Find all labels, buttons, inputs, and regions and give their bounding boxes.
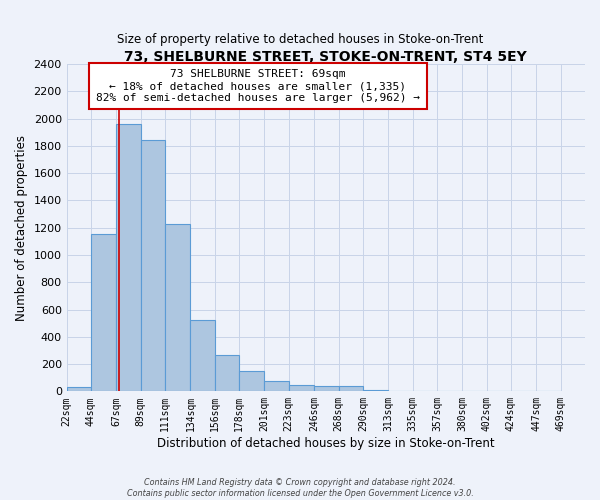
- Bar: [289, 384, 314, 392]
- Bar: [338, 386, 363, 392]
- Bar: [91, 234, 116, 392]
- Bar: [215, 355, 239, 392]
- Y-axis label: Number of detached properties: Number of detached properties: [15, 134, 28, 320]
- Text: 73 SHELBURNE STREET: 69sqm
← 18% of detached houses are smaller (1,335)
82% of s: 73 SHELBURNE STREET: 69sqm ← 18% of deta…: [96, 70, 420, 102]
- Bar: [265, 380, 289, 392]
- Text: Size of property relative to detached houses in Stoke-on-Trent: Size of property relative to detached ho…: [117, 32, 483, 46]
- Bar: [67, 387, 91, 392]
- Bar: [190, 320, 215, 392]
- Bar: [363, 390, 388, 392]
- Text: Contains HM Land Registry data © Crown copyright and database right 2024.
Contai: Contains HM Land Registry data © Crown c…: [127, 478, 473, 498]
- Bar: [314, 386, 338, 392]
- Bar: [388, 390, 413, 392]
- Title: 73, SHELBURNE STREET, STOKE-ON-TRENT, ST4 5EY: 73, SHELBURNE STREET, STOKE-ON-TRENT, ST…: [124, 50, 527, 64]
- X-axis label: Distribution of detached houses by size in Stoke-on-Trent: Distribution of detached houses by size …: [157, 437, 494, 450]
- Bar: [116, 124, 141, 392]
- Bar: [239, 371, 265, 392]
- Bar: [165, 224, 190, 392]
- Bar: [141, 140, 165, 392]
